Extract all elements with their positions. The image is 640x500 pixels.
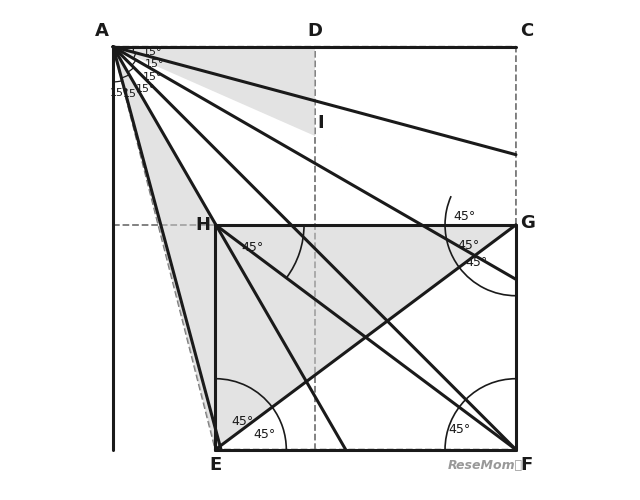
Text: 15°: 15° [143, 72, 163, 82]
Text: I: I [317, 114, 324, 132]
Polygon shape [216, 225, 516, 450]
Text: H: H [195, 216, 210, 234]
Text: 45°: 45° [253, 428, 276, 441]
Text: A: A [95, 22, 109, 40]
Polygon shape [113, 46, 314, 136]
Text: 45°: 45° [466, 256, 488, 268]
Text: 15°: 15° [109, 88, 129, 98]
Text: 15°: 15° [145, 59, 164, 69]
Text: 45°: 45° [453, 210, 476, 222]
Text: 15°: 15° [123, 89, 143, 99]
Text: 15°: 15° [143, 47, 163, 57]
Text: 45°: 45° [241, 241, 263, 254]
Text: 45°: 45° [457, 240, 479, 252]
Text: 45°: 45° [232, 414, 254, 428]
Text: E: E [209, 456, 221, 474]
Text: D: D [307, 22, 322, 40]
Text: ReseMom．: ReseMom． [448, 458, 524, 471]
Text: F: F [520, 456, 532, 474]
Polygon shape [113, 46, 516, 225]
Text: 45°: 45° [448, 424, 470, 436]
Polygon shape [113, 46, 216, 450]
Text: C: C [520, 22, 533, 40]
Text: G: G [520, 214, 535, 232]
Text: 15°: 15° [136, 84, 155, 94]
